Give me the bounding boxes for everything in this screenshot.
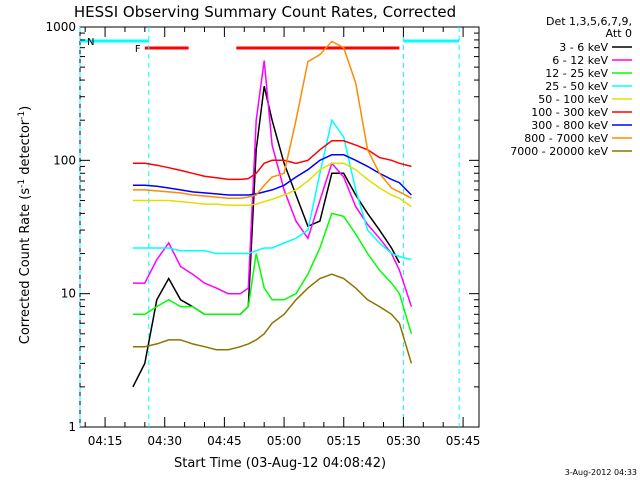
series-line-3-6-kev [132, 86, 401, 388]
marker-layer [79, 27, 460, 427]
x-axis-label: Start Time (03-Aug-12 04:08:42) [174, 456, 386, 471]
x-tick-label: 04:30 [147, 434, 182, 448]
legend-label: 50 - 100 keV [538, 93, 608, 106]
y-axis-label-end: ) [18, 106, 33, 111]
series-line-6-12-kev [132, 60, 413, 307]
series-line-25-50-kev [132, 118, 412, 261]
x-tick-label: 05:15 [326, 434, 361, 448]
flag-label-f: F [135, 44, 141, 55]
flag-label-n: N [87, 37, 94, 48]
y-axis-label-main: Corrected Count Rate (s [18, 188, 33, 345]
plot-area: FN 04:15 04:30 04:45 05:00 05:15 05:30 05:45 1… [45, 20, 480, 448]
series-line-100-300-kev [132, 140, 412, 181]
legend-header-detectors: Det 1,3,5,6,7,9, [546, 15, 632, 28]
y-axis-label-sup1: -1 [17, 179, 27, 188]
chart-title: HESSI Observing Summary Count Rates, Cor… [74, 3, 456, 21]
x-tick-label: 05:45 [446, 434, 481, 448]
series-line-50-100-kev [132, 162, 412, 208]
y-axis-label-mid: detector [18, 119, 33, 179]
series-layer [132, 40, 413, 388]
x-tick-label: 04:45 [207, 434, 242, 448]
x-tick-label: 05:00 [267, 434, 302, 448]
y-axis-label: Corrected Count Rate (s-1 detector-1) [17, 106, 33, 344]
y-axis: 1 10 100 1000 [45, 20, 479, 434]
legend-label: 7000 - 20000 keV [510, 145, 608, 158]
legend-label: 800 - 7000 keV [524, 132, 608, 145]
x-tick-label: 04:15 [88, 434, 123, 448]
series-line-300-800-kev [132, 154, 412, 196]
x-axis: 04:15 04:30 04:45 05:00 05:15 05:30 05:45 [84, 27, 481, 448]
series-line-800-7000-kev [132, 40, 412, 199]
x-tick-label: 05:30 [386, 434, 421, 448]
legend-label: 100 - 300 keV [531, 106, 608, 119]
y-tick-label: 100 [53, 153, 76, 167]
legend-label: 3 - 6 keV [559, 41, 608, 54]
legend-header-attenuator: Att 0 [606, 27, 632, 40]
plot-frame [79, 26, 480, 428]
series-line-12-25-kev [132, 212, 413, 335]
flag-layer: FN [80, 37, 460, 55]
legend-label: 300 - 800 keV [531, 119, 608, 132]
y-tick-label: 1000 [45, 20, 76, 34]
legend-label: 25 - 50 keV [545, 80, 608, 93]
y-axis-label-sup2: -1 [17, 111, 27, 120]
y-tick-label: 1 [68, 420, 76, 434]
y-tick-label: 10 [61, 287, 76, 301]
timestamp: 3-Aug-2012 04:33 [565, 468, 637, 477]
legend-label: 12 - 25 keV [545, 67, 608, 80]
series-line-7000-20000-kev [132, 273, 413, 364]
legend-label: 6 - 12 keV [552, 54, 608, 67]
